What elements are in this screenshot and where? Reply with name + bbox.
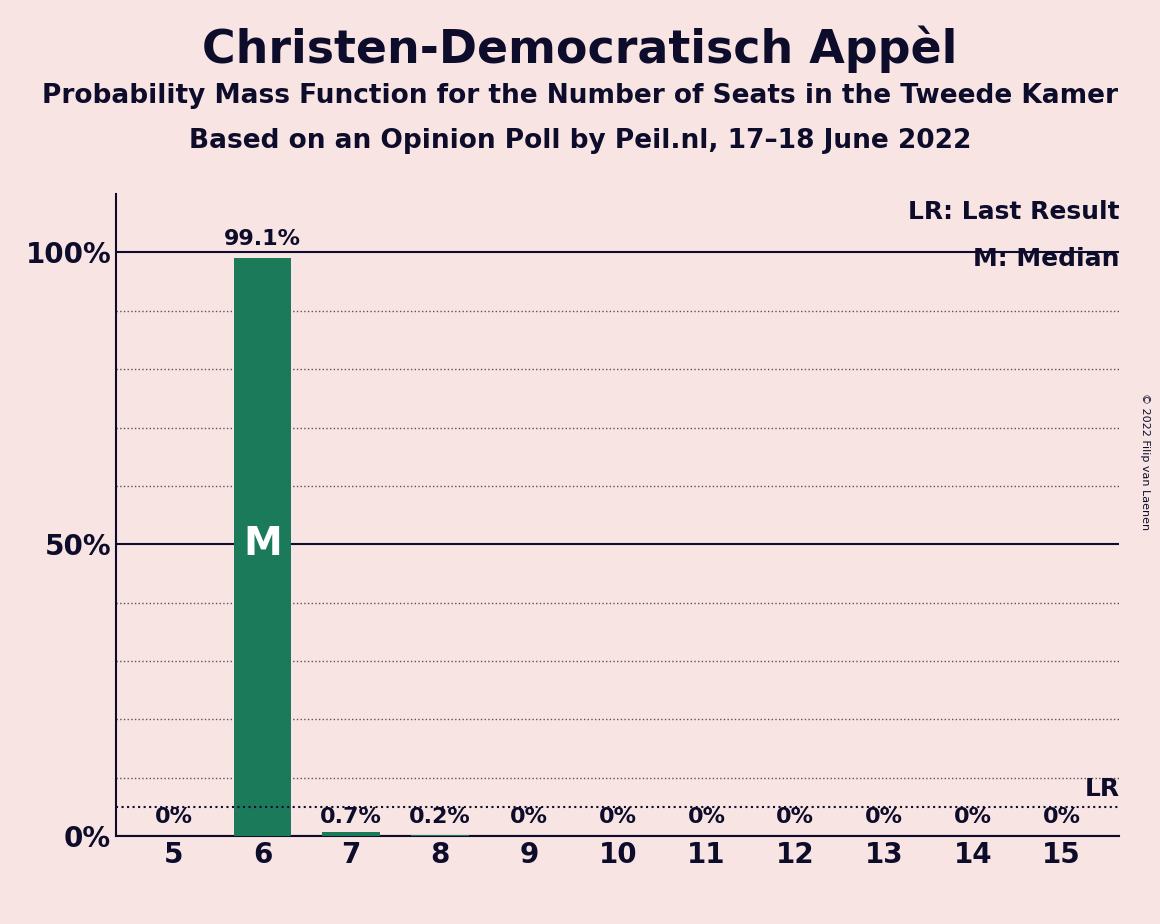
Text: 0%: 0% — [865, 808, 904, 828]
Text: Probability Mass Function for the Number of Seats in the Tweede Kamer: Probability Mass Function for the Number… — [42, 83, 1118, 109]
Text: M: M — [244, 526, 282, 564]
Text: Based on an Opinion Poll by Peil.nl, 17–18 June 2022: Based on an Opinion Poll by Peil.nl, 17–… — [189, 128, 971, 153]
Text: 0%: 0% — [510, 808, 548, 828]
Text: 0%: 0% — [154, 808, 193, 828]
Text: M: Median: M: Median — [973, 247, 1119, 271]
Text: 0%: 0% — [1043, 808, 1081, 828]
Text: 0.7%: 0.7% — [320, 808, 383, 828]
Bar — [233, 258, 291, 836]
Text: 0%: 0% — [954, 808, 992, 828]
Text: 0%: 0% — [776, 808, 814, 828]
Text: © 2022 Filip van Laenen: © 2022 Filip van Laenen — [1140, 394, 1150, 530]
Text: 0.2%: 0.2% — [409, 808, 471, 828]
Text: 0%: 0% — [599, 808, 637, 828]
Text: LR: LR — [1085, 777, 1119, 801]
Text: Christen-Democratisch Appèl: Christen-Democratisch Appèl — [202, 26, 958, 73]
Text: 99.1%: 99.1% — [224, 229, 300, 249]
Text: LR: Last Result: LR: Last Result — [908, 200, 1119, 224]
Bar — [412, 835, 469, 836]
Text: 0%: 0% — [688, 808, 725, 828]
Bar — [322, 833, 380, 836]
